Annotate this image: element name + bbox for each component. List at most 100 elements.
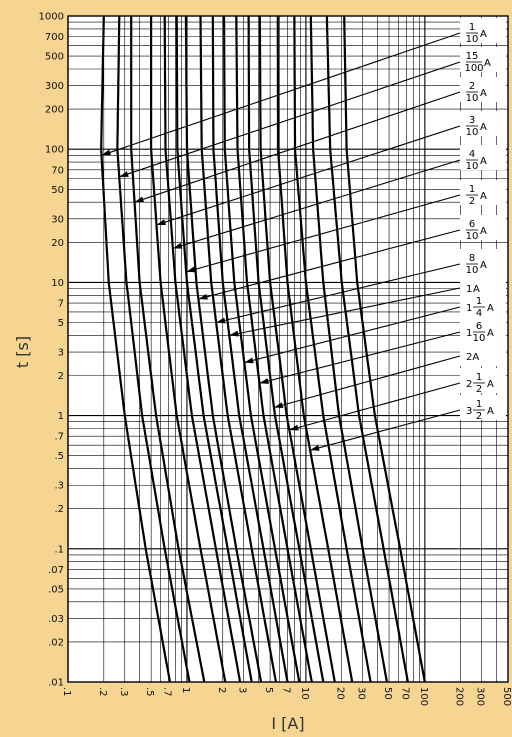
leader-line <box>156 125 461 226</box>
label-numerator: 3 <box>469 115 475 126</box>
extra-curve-1 <box>309 15 388 683</box>
x-tick-label: .1 <box>61 687 72 697</box>
fuse-curve-2 <box>130 16 206 683</box>
label-denominator: 10 <box>466 93 479 104</box>
fuse-label-11: 2A <box>460 341 506 366</box>
x-tick-label: 10 <box>299 687 310 700</box>
label-backdrop <box>460 77 506 102</box>
leader-line <box>216 263 461 324</box>
y-tick-label: 30 <box>51 214 64 225</box>
y-tick-label: .1 <box>54 544 64 555</box>
label-unit: A <box>473 284 480 295</box>
label-denominator: 10 <box>466 34 479 45</box>
y-tick-label: 300 <box>45 81 64 92</box>
x-tick-label: 3 <box>237 687 248 693</box>
label-backdrop <box>460 395 506 420</box>
label-numerator: 4 <box>469 149 475 160</box>
leader-line <box>309 409 461 451</box>
y-ticks: 1000 700 500 300 200 100 70 50 30 20 10 7 5 3 2 1 .7 .5 .3… <box>39 12 64 689</box>
leader-line <box>289 382 461 431</box>
label-unit: A <box>480 260 487 271</box>
leader-lines <box>101 32 461 451</box>
label-backdrop <box>460 111 506 136</box>
label-backdrop <box>460 249 506 274</box>
fuse-label-12: 212 A <box>460 368 506 395</box>
fuse-curve-3 <box>150 16 227 683</box>
leader-arrowhead <box>259 378 269 384</box>
extra-curve-3 <box>343 15 426 683</box>
label-backdrop <box>460 317 506 342</box>
label-numerator: 1 <box>476 399 482 410</box>
label-backdrop <box>460 292 506 317</box>
fuse-curve-1 <box>116 15 191 683</box>
fuse-curve-8 <box>211 15 289 683</box>
y-tick-label: .03 <box>48 614 64 625</box>
y-tick-label: 50 <box>51 185 64 196</box>
leader-arrowhead <box>198 293 208 300</box>
fuse-curve-11 <box>247 15 325 683</box>
x-tick-label: 2 <box>216 687 227 693</box>
label-numerator: 1 <box>476 296 482 307</box>
fuse-label-9: 114 A <box>460 292 506 319</box>
fuse-curve-5 <box>175 15 253 683</box>
y-tick-label: .02 <box>48 637 64 648</box>
label-whole: 2 <box>466 379 472 390</box>
x-tick-label: 7 <box>280 687 291 693</box>
leader-line <box>101 32 461 156</box>
label-numerator: 2 <box>469 81 475 92</box>
y-tick-label: 70 <box>51 165 64 176</box>
y-tick-label: .07 <box>48 565 64 576</box>
x-tick-label: .5 <box>144 687 155 697</box>
extra-curve-0 <box>293 16 372 683</box>
y-tick-label: 7 <box>58 299 64 310</box>
fuse-label-6: 610 A <box>460 215 506 242</box>
label-numerator: 8 <box>469 253 475 264</box>
y-tick-label: 500 <box>45 52 64 63</box>
label-unit: A <box>480 156 487 167</box>
x-tick-label: 300 <box>475 687 486 706</box>
leader-line <box>198 229 461 300</box>
label-unit: A <box>487 303 494 314</box>
leader-line <box>244 306 461 364</box>
y-tick-label: 20 <box>51 238 64 249</box>
label-numerator: 1 <box>469 184 475 195</box>
fuse-label-2: 210 A <box>460 77 506 104</box>
label-denominator: 4 <box>476 308 482 319</box>
fuse-curve-7 <box>199 15 278 683</box>
curves <box>100 15 426 683</box>
leader-arrowhead <box>134 196 145 203</box>
leader-arrowhead <box>244 357 254 364</box>
plot-area <box>68 16 508 682</box>
label-whole: 1 <box>466 303 472 314</box>
x-tick-label: 70 <box>399 687 410 700</box>
label-unit: A <box>484 58 491 69</box>
x-tick-label: 100 <box>418 687 429 706</box>
label-backdrop <box>460 215 506 240</box>
label-denominator: 2 <box>476 384 482 395</box>
x-tick-label: 500 <box>501 687 512 706</box>
y-tick-label: 2 <box>58 371 64 382</box>
label-numerator: 6 <box>476 321 482 332</box>
x-ticks: .1 .2 .3 .5 .7 1 2 3 5 7 10 20 30 50 70 100 200 300 500 <box>61 687 512 706</box>
label-denominator: 10 <box>473 333 486 344</box>
fuse-curve-9 <box>222 15 301 683</box>
label-numerator: 1 <box>469 22 475 33</box>
y-tick-label: .5 <box>54 451 64 462</box>
label-numerator: 1 <box>476 372 482 383</box>
x-tick-label: .2 <box>97 687 108 697</box>
label-denominator: 10 <box>466 161 479 172</box>
leader-line <box>172 159 461 249</box>
leader-line <box>134 91 461 203</box>
fuse-label-3: 310 A <box>460 111 506 138</box>
label-unit: A <box>487 328 494 339</box>
label-unit: A <box>480 122 487 133</box>
label-backdrop <box>460 47 506 72</box>
y-tick-label: 1 <box>58 411 64 422</box>
fuse-label-13: 312 A <box>460 395 506 422</box>
label-numerator: 6 <box>469 219 475 230</box>
leader-arrowhead <box>156 219 166 226</box>
label-unit: A <box>480 29 487 40</box>
label-unit: A <box>487 379 494 390</box>
